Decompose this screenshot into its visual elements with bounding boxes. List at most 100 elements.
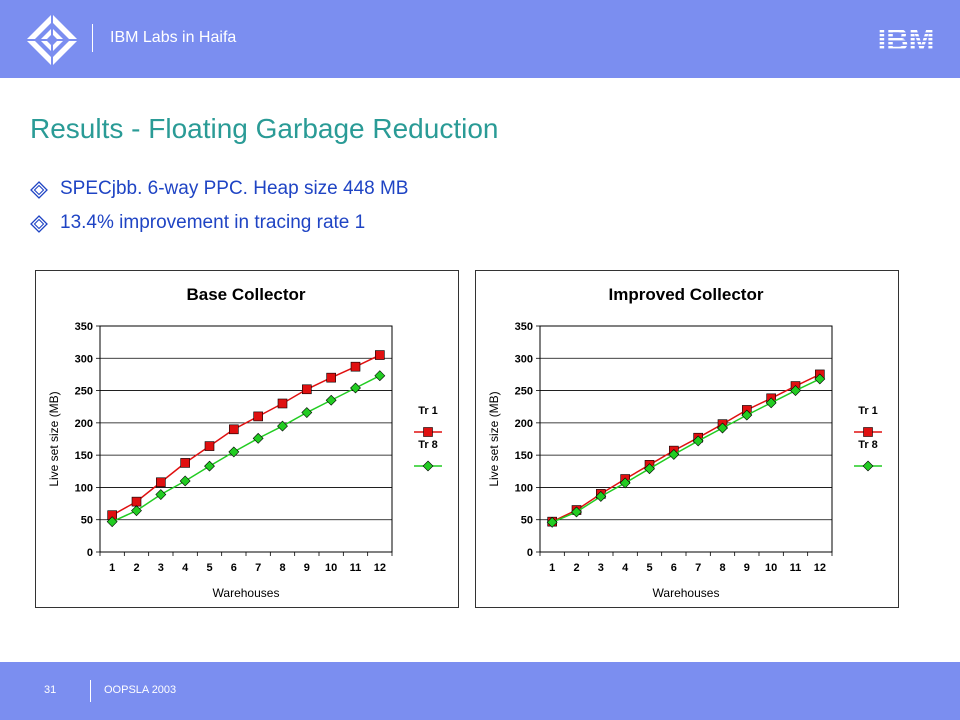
base-collector-chart: Base Collector 0 50 100 150 200 250 300 350 1 2 3 4 5… (35, 270, 459, 608)
data-point (204, 441, 215, 451)
footer-divider (90, 680, 91, 702)
data-point (204, 460, 215, 472)
data-point (302, 384, 312, 395)
data-point (326, 372, 336, 383)
bullet-text: SPECjbb. 6-way PPC. Heap size 448 MB (60, 178, 409, 199)
data-point (350, 361, 361, 372)
y-tick-label: 300 (75, 353, 93, 365)
data-point (765, 397, 777, 409)
data-point (325, 394, 337, 406)
y-tick-label: 50 (81, 515, 93, 527)
ibm-haifa-logo-icon (26, 14, 78, 66)
x-tick-label: 11 (790, 562, 802, 574)
data-point (301, 407, 313, 418)
diamond-bullet-icon (30, 181, 48, 199)
x-tick-label: 5 (646, 562, 652, 574)
x-tick-label: 5 (206, 562, 212, 574)
y-tick-label: 150 (515, 450, 533, 462)
legend-marker (422, 460, 434, 472)
x-tick-label: 3 (598, 562, 604, 574)
x-tick-label: 8 (279, 562, 285, 574)
improved-collector-chart-svg: Improved Collector 0 50 100 150 200 250 300 350 1… (487, 285, 882, 600)
y-axis-label: Live set size (MB) (487, 391, 501, 486)
chart-title: Improved Collector (609, 285, 764, 304)
data-point (253, 411, 263, 422)
x-tick-label: 6 (671, 562, 677, 574)
x-tick-label: 2 (573, 562, 579, 574)
plot-area (99, 325, 393, 553)
improved-collector-chart: Improved Collector 0 50 100 150 200 250 300 350 1… (475, 270, 899, 608)
slide-title: Results - Floating Garbage Reduction (30, 113, 499, 144)
y-tick-label: 0 (527, 547, 533, 559)
y-tick-label: 100 (515, 482, 533, 494)
data-point (595, 491, 607, 502)
y-tick-label: 150 (75, 450, 93, 462)
x-tick-label: 2 (133, 562, 139, 574)
ibm-logo-icon: IBM (878, 22, 935, 54)
page-number: 31 (44, 684, 57, 696)
data-point (252, 432, 264, 444)
data-point (131, 496, 142, 507)
x-tick-label: 9 (744, 562, 750, 574)
x-tick-label: 4 (622, 562, 629, 574)
data-point (546, 516, 558, 528)
legend-marker (423, 427, 433, 437)
data-point (692, 435, 704, 447)
y-tick-label: 300 (515, 353, 533, 365)
data-point (717, 422, 728, 434)
data-point (277, 398, 288, 409)
x-tick-label: 11 (350, 562, 362, 574)
data-point (374, 370, 386, 382)
data-point (644, 463, 655, 475)
bullet-item: 13.4% improvement in tracing rate 1 (30, 212, 409, 246)
x-tick-label: 1 (549, 562, 555, 574)
series-line (111, 354, 381, 516)
series-line (111, 375, 381, 523)
bullet-text: 13.4% improvement in tracing rate 1 (60, 212, 366, 233)
ibm-logo-text: IBM (878, 22, 935, 54)
data-point (571, 506, 582, 518)
x-tick-label: 12 (374, 562, 386, 574)
x-tick-label: 4 (182, 562, 189, 574)
data-point (228, 446, 240, 458)
data-point (156, 477, 166, 488)
data-point (741, 409, 753, 421)
series-line (551, 378, 821, 523)
y-tick-label: 100 (75, 482, 93, 494)
lab-title: IBM Labs in Haifa (110, 29, 237, 46)
data-point (375, 350, 385, 360)
y-tick-label: 350 (75, 321, 93, 333)
data-point (179, 475, 191, 487)
y-axis-label: Live set size (MB) (47, 391, 61, 486)
data-point (229, 424, 239, 435)
data-point (814, 373, 826, 385)
bullet-item: SPECjbb. 6-way PPC. Heap size 448 MB (30, 178, 409, 212)
data-point (131, 505, 142, 517)
data-point (668, 449, 680, 460)
footer-bar: 31 OOPSLA 2003 (0, 662, 960, 720)
data-point (277, 420, 288, 432)
header-bar: IBM Labs in Haifa IBM (0, 0, 960, 78)
legend-label: Tr 1 (858, 405, 878, 417)
data-point (106, 516, 118, 528)
y-tick-label: 0 (87, 547, 93, 559)
x-axis-label: Warehouses (213, 586, 280, 600)
diamond-bullet-icon (30, 215, 48, 233)
legend-label: Tr 8 (418, 439, 438, 451)
x-tick-label: 6 (231, 562, 237, 574)
bullet-list: SPECjbb. 6-way PPC. Heap size 448 MB 13.… (30, 178, 409, 246)
chart-title: Base Collector (186, 285, 305, 304)
y-tick-label: 250 (515, 386, 533, 398)
x-tick-label: 10 (325, 562, 337, 574)
data-point (619, 477, 631, 489)
conference-label: OOPSLA 2003 (104, 684, 177, 696)
header-divider (92, 24, 93, 52)
legend-label: Tr 8 (858, 439, 878, 451)
plot-area (539, 325, 833, 553)
data-point (790, 385, 801, 396)
y-tick-label: 350 (515, 321, 533, 333)
data-point (180, 458, 190, 468)
y-tick-label: 250 (75, 386, 93, 398)
legend-marker (862, 460, 874, 472)
